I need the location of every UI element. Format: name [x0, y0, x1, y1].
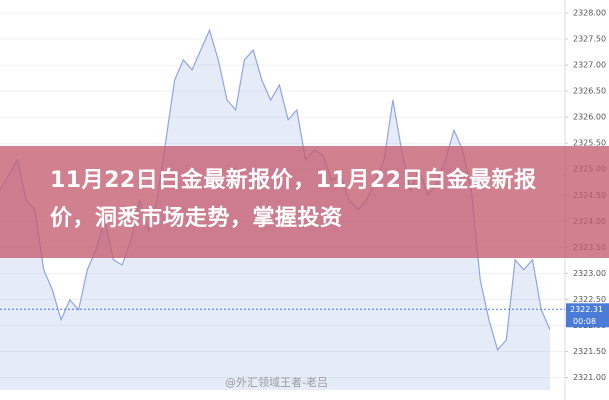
y-tick-label: 2325.50	[573, 139, 606, 148]
headline: 11月22日白金最新报价，11月22日白金最新报价，洞悉市场走势，掌握投资	[50, 168, 537, 231]
title-banner: 11月22日白金最新报价，11月22日白金最新报价，洞悉市场走势，掌握投资	[0, 146, 609, 258]
y-tick-label: 2327.00	[573, 61, 606, 70]
y-tick-label: 2323.00	[573, 269, 606, 278]
current-price-label: 2322.31	[570, 305, 603, 314]
current-price-box	[566, 303, 609, 328]
y-tick-label: 2322.50	[573, 295, 606, 304]
watermark: @外汇领域王者-老吕	[225, 376, 328, 389]
y-tick-label: 2326.50	[573, 87, 606, 96]
y-tick-label: 2321.00	[573, 373, 606, 382]
current-time-label: 00:08	[573, 317, 596, 326]
y-tick-label: 2327.50	[573, 35, 606, 44]
price-line	[0, 28, 551, 352]
y-tick-label: 2321.50	[573, 347, 606, 356]
y-tick-label: 2326.00	[573, 113, 606, 122]
y-tick-label: 2328.00	[573, 9, 606, 18]
